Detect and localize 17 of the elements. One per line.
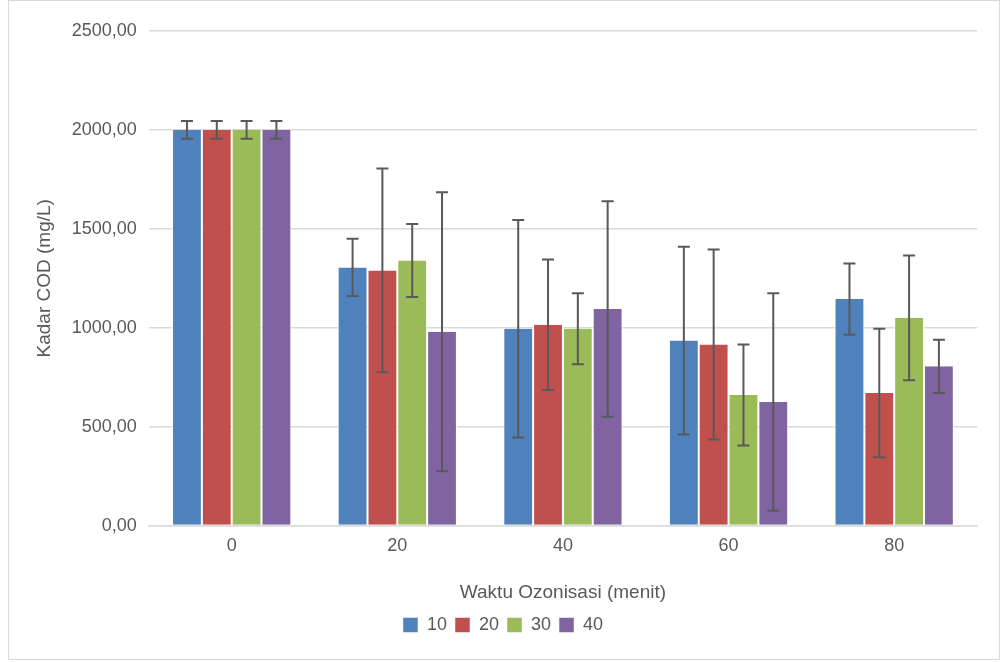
x-tick-label: 40	[552, 535, 573, 556]
x-tick-label: 60	[718, 535, 739, 556]
y-tick-label: 1500,00	[71, 217, 137, 238]
x-tick-label: 0	[226, 535, 237, 556]
y-tick-label: 500,00	[81, 415, 137, 436]
y-axis-title: Kadar COD (mg/L)	[32, 199, 54, 358]
legend-label: 40	[583, 613, 604, 634]
y-tick-label: 0,00	[101, 514, 137, 535]
x-axis-title: Waktu Ozonisasi (menit)	[459, 580, 667, 602]
y-tick-label: 1000,00	[71, 316, 137, 337]
x-tick-label: 20	[387, 535, 408, 556]
y-tick-label: 2500,00	[71, 19, 137, 40]
y-tick-label: 2000,00	[71, 118, 137, 139]
legend-label: 30	[531, 613, 552, 634]
x-tick-label: 80	[884, 535, 905, 556]
legend-label: 20	[478, 613, 500, 634]
legend-label: 10	[426, 613, 447, 634]
